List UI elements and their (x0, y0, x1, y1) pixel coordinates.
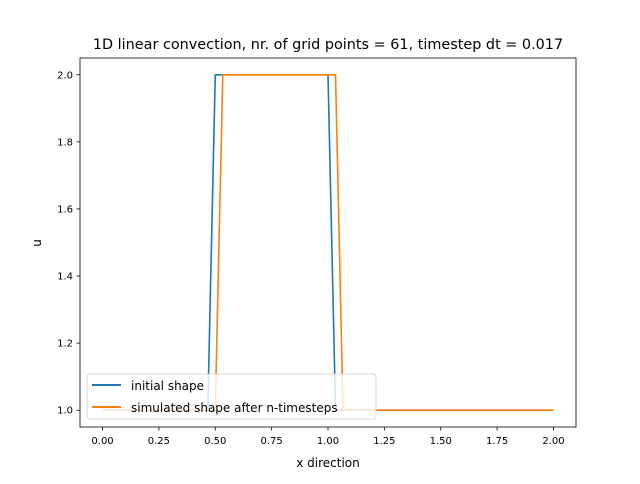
y-tick-label: 1.0 (57, 406, 73, 417)
legend-label-initial: initial shape (131, 379, 204, 393)
y-ticks: 1.0 1.2 1.4 1.6 1.8 2.0 (57, 70, 80, 417)
x-axis-label: x direction (296, 456, 360, 470)
legend-label-simulated: simulated shape after n-timesteps (131, 401, 338, 415)
x-tick-label: 1.25 (373, 436, 395, 447)
y-axis-label: u (30, 239, 44, 247)
x-tick-label: 1.50 (430, 436, 452, 447)
y-tick-label: 1.2 (57, 339, 73, 350)
x-tick-label: 1.75 (486, 436, 508, 447)
x-ticks: 0.00 0.25 0.50 0.75 1.00 1.25 1.50 1.75 2.00 (91, 427, 565, 447)
x-tick-label: 0.25 (148, 436, 170, 447)
legend-box (86, 373, 377, 420)
legend: initial shape simulated shape after n-ti… (86, 373, 377, 420)
x-tick-label: 2.00 (542, 436, 564, 447)
x-tick-label: 0.00 (91, 436, 113, 447)
x-tick-label: 0.50 (204, 436, 226, 447)
y-tick-label: 1.8 (57, 137, 73, 148)
x-tick-label: 0.75 (261, 436, 283, 447)
y-tick-label: 1.4 (57, 272, 73, 283)
chart-title: 1D linear convection, nr. of grid points… (93, 37, 563, 53)
x-tick-label: 1.00 (317, 436, 339, 447)
y-tick-label: 2.0 (57, 70, 73, 81)
y-tick-label: 1.6 (57, 204, 73, 215)
